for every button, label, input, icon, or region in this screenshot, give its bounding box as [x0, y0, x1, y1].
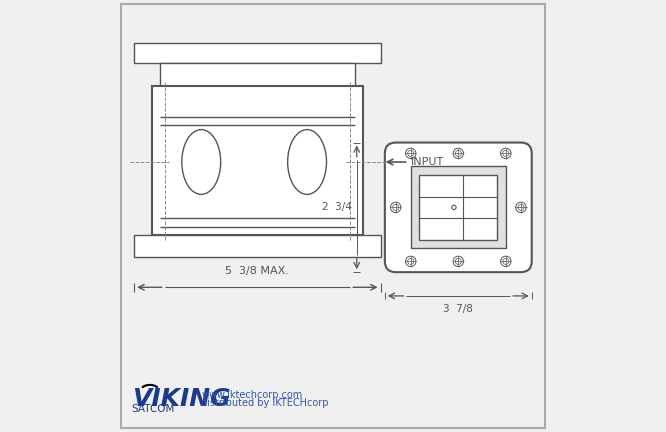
- Circle shape: [518, 204, 524, 210]
- Circle shape: [456, 258, 462, 264]
- Circle shape: [503, 150, 509, 156]
- Circle shape: [408, 150, 414, 156]
- Bar: [135, 235, 380, 257]
- Text: SATCOM: SATCOM: [132, 404, 175, 414]
- Bar: [161, 63, 354, 125]
- FancyBboxPatch shape: [385, 143, 531, 272]
- Circle shape: [453, 256, 464, 267]
- Text: www.iktechcorp.com: www.iktechcorp.com: [201, 390, 302, 400]
- Circle shape: [453, 148, 464, 159]
- Bar: [135, 43, 380, 63]
- Text: 2  3/4: 2 3/4: [322, 202, 352, 213]
- Circle shape: [503, 258, 509, 264]
- Text: INPUT: INPUT: [411, 157, 444, 167]
- Ellipse shape: [182, 130, 220, 194]
- Text: distributed by IKTECHcorp: distributed by IKTECHcorp: [201, 398, 329, 409]
- Circle shape: [390, 202, 401, 213]
- Circle shape: [408, 258, 414, 264]
- Bar: [420, 175, 497, 240]
- Circle shape: [501, 256, 511, 267]
- Bar: [152, 86, 363, 235]
- Text: 5  3/8 MAX.: 5 3/8 MAX.: [226, 267, 289, 276]
- Circle shape: [393, 204, 399, 210]
- Circle shape: [406, 148, 416, 159]
- Bar: [411, 166, 505, 248]
- Ellipse shape: [288, 130, 326, 194]
- Circle shape: [501, 148, 511, 159]
- Circle shape: [515, 202, 526, 213]
- Text: VIKING: VIKING: [133, 387, 231, 411]
- Circle shape: [452, 205, 456, 210]
- Text: 3  7/8: 3 7/8: [444, 304, 474, 314]
- Circle shape: [406, 256, 416, 267]
- Circle shape: [456, 150, 462, 156]
